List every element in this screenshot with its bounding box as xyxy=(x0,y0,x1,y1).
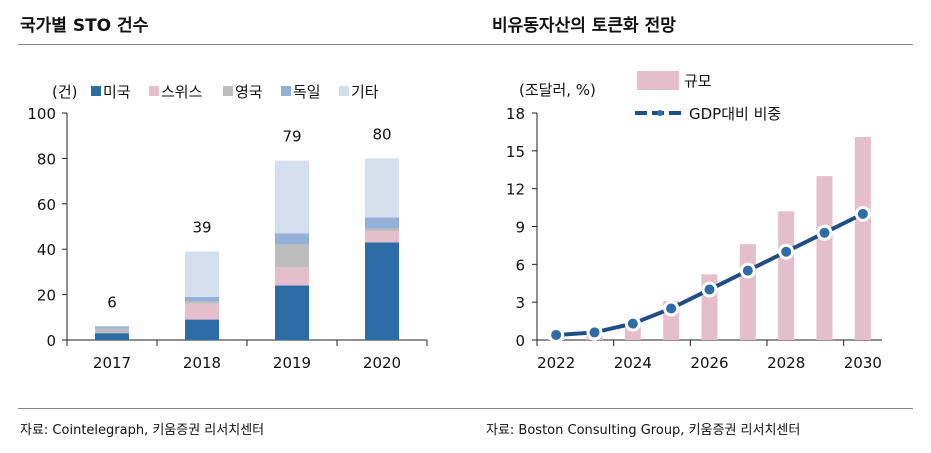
bar-영국-2019 xyxy=(275,244,309,268)
bar-미국-2020 xyxy=(365,242,399,340)
legend-swatch-scale xyxy=(637,71,679,90)
top-divider xyxy=(18,44,913,45)
bar-미국-2019 xyxy=(275,285,309,340)
total-label: 6 xyxy=(107,293,117,311)
right-chart-title: 비유동자산의 토큰화 전망 xyxy=(492,16,676,36)
legend-label-기타: 기타 xyxy=(351,83,379,101)
scale-bar-2027 xyxy=(739,244,756,340)
legend-label-독일: 독일 xyxy=(293,83,321,101)
bar-기타-2018 xyxy=(185,251,219,297)
right-y-tick-label: 15 xyxy=(506,143,525,161)
scale-bar-2028 xyxy=(778,211,795,340)
gdp-share-point-2027 xyxy=(739,262,756,279)
bar-미국-2018 xyxy=(185,319,219,340)
left-x-tick-label: 2020 xyxy=(363,354,401,372)
total-label: 79 xyxy=(282,128,301,146)
bar-스위스-2019 xyxy=(275,267,309,286)
left-y-tick-label: 100 xyxy=(27,105,56,123)
bar-독일-2020 xyxy=(365,217,399,229)
right-y-tick-label: 3 xyxy=(515,294,525,312)
bar-영국-2020 xyxy=(365,228,399,232)
bar-독일-2017 xyxy=(95,326,129,329)
gdp-share-point-2025 xyxy=(663,300,680,317)
legend-label-미국: 미국 xyxy=(103,83,131,101)
left-y-tick-label: 20 xyxy=(37,287,56,305)
left-unit-label: (건) xyxy=(52,83,78,101)
gdp-share-point-2030 xyxy=(854,205,871,222)
scale-bar-2029 xyxy=(816,176,833,340)
right-unit-label: (조달러, %) xyxy=(519,81,596,99)
gdp-share-point-2029 xyxy=(816,224,833,241)
left-chart-title: 국가별 STO 건수 xyxy=(20,16,149,36)
scale-bar-2030 xyxy=(854,136,871,340)
left-y-tick-label: 60 xyxy=(37,196,56,214)
legend-swatch-미국 xyxy=(91,86,101,96)
total-label: 80 xyxy=(372,125,391,143)
right-x-tick-label: 2026 xyxy=(690,354,728,372)
legend-label-scale: 규모 xyxy=(684,72,712,90)
right-y-tick-label: 6 xyxy=(515,256,525,274)
gdp-share-point-2028 xyxy=(778,243,795,260)
bar-기타-2020 xyxy=(365,158,399,218)
gdp-share-point-2026 xyxy=(701,281,718,298)
legend-swatch-독일 xyxy=(281,86,291,96)
bar-독일-2018 xyxy=(185,296,219,302)
right-x-tick-label: 2024 xyxy=(614,354,652,372)
left-source: 자료: Cointelegraph, 키움증권 리서치센터 xyxy=(20,423,265,438)
left-y-tick-label: 80 xyxy=(37,150,56,168)
bar-스위스-2020 xyxy=(365,231,399,243)
legend-label-영국: 영국 xyxy=(235,83,263,101)
right-x-tick-label: 2022 xyxy=(537,354,575,372)
left-x-tick-label: 2017 xyxy=(93,354,131,372)
bar-독일-2019 xyxy=(275,233,309,245)
right-y-tick-label: 12 xyxy=(506,181,525,199)
bar-미국-2017 xyxy=(95,333,129,340)
right-x-tick-label: 2028 xyxy=(767,354,805,372)
legend-label-gdp: GDP대비 비중 xyxy=(689,105,781,123)
legend-label-스위스: 스위스 xyxy=(161,83,203,101)
right-x-tick-label: 2030 xyxy=(844,354,882,372)
right-y-tick-label: 18 xyxy=(506,105,525,123)
bar-영국-2018 xyxy=(185,301,219,304)
left-y-tick-label: 40 xyxy=(37,241,56,259)
right-source: 자료: Boston Consulting Group, 키움증권 리서치센터 xyxy=(486,423,801,438)
legend-marker-gdp xyxy=(657,110,663,116)
legend-swatch-기타 xyxy=(339,86,349,96)
bar-영국-2017 xyxy=(95,328,129,334)
bar-스위스-2018 xyxy=(185,303,219,320)
gdp-share-point-2023 xyxy=(586,324,603,341)
left-x-tick-label: 2018 xyxy=(183,354,221,372)
left-x-tick-label: 2019 xyxy=(273,354,311,372)
right-y-tick-label: 0 xyxy=(515,332,525,350)
right-y-tick-label: 9 xyxy=(515,219,525,237)
gdp-share-point-2022 xyxy=(548,326,565,343)
gdp-share-point-2024 xyxy=(624,315,641,332)
legend-swatch-영국 xyxy=(223,86,233,96)
left-y-tick-label: 0 xyxy=(46,332,56,350)
total-label: 39 xyxy=(192,218,211,236)
bar-기타-2019 xyxy=(275,160,309,234)
bottom-divider xyxy=(18,408,913,409)
legend-swatch-스위스 xyxy=(149,86,159,96)
